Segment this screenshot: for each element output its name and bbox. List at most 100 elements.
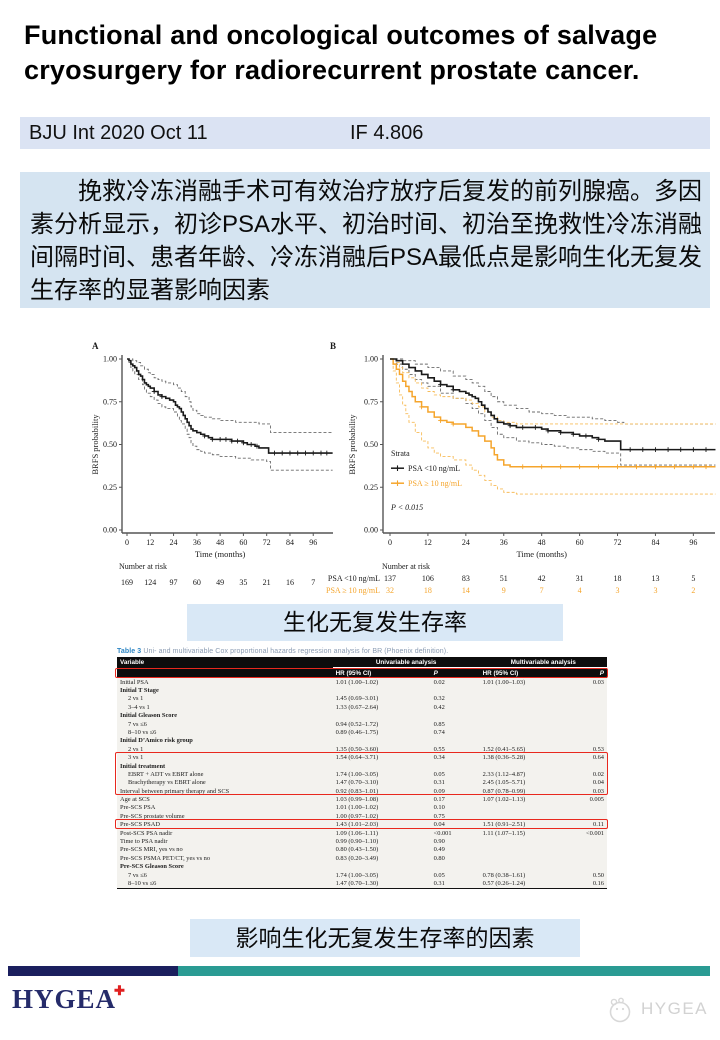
svg-text:Time (months): Time (months) [516,549,567,559]
svg-text:Number at risk: Number at risk [382,562,430,571]
table-row: Pre-SCS PSAD 1.43 (1.01–2.03) 0.04 1.51 (0.… [120,821,604,829]
svg-text:0: 0 [388,538,392,547]
svg-text:96: 96 [689,538,697,547]
svg-text:137: 137 [384,574,396,583]
cox-table-header: Variable Univariable analysis Multivaria… [117,657,607,678]
svg-text:0.75: 0.75 [103,397,117,406]
table-row: Pre-SCS PSMA PET/CT, yes vs no 0.83 (0.20… [120,854,445,862]
table-row: Post-SCS PSA nadir 1.09 (1.06–1.11) <0.001… [120,829,604,837]
svg-text:35: 35 [239,578,247,587]
table-row: Initial T Stage [120,686,159,694]
svg-text:13: 13 [651,574,659,583]
svg-text:24: 24 [462,538,470,547]
table3-title-rest: Uni- and multivariable Cox proportional … [141,648,449,655]
svg-text:P < 0.015: P < 0.015 [390,503,423,512]
svg-text:PSA <10 ng/mL: PSA <10 ng/mL [328,574,380,583]
table-row: 3–4 vs 1 1.33 (0.67–2.64) 0.42 [128,703,445,711]
hygea-watermark: HYGEA [605,995,707,1030]
svg-text:0.25: 0.25 [103,483,117,492]
table-row: 8–10 vs ≤6 0.89 (0.46–1.75) 0.74 [128,728,445,736]
svg-text:B: B [330,341,336,351]
hygea-watermark-icon [609,997,631,1023]
svg-text:42: 42 [538,574,546,583]
table-row: Time to PSA nadir 0.99 (0.90–1.10) 0.90 [120,838,445,846]
hygea-logo-text: HYGEA [12,984,117,1014]
svg-text:24: 24 [170,538,178,547]
svg-text:9: 9 [502,586,506,595]
impact-factor: IF 4.806 [350,122,424,144]
svg-text:16: 16 [286,578,294,587]
svg-text:0.25: 0.25 [364,483,378,492]
km-figure: A 1.00 0.75 0.50 0.25 0.00 0 12 24 36 48 60 72 84 96 Ti… [0,333,720,601]
table-row: 2 vs 1 1.45 (0.69–3.01) 0.32 [128,695,445,703]
col-uni-p: P [430,667,480,678]
svg-text:0.50: 0.50 [103,440,117,449]
svg-text:Number at risk: Number at risk [119,562,167,571]
svg-text:31: 31 [576,574,584,583]
hygea-watermark-text: HYGEA [641,999,709,1018]
svg-text:60: 60 [193,578,201,587]
svg-text:3: 3 [616,586,620,595]
table-row: 8–10 vs ≤6 1.47 (0.70–1.30) 0.31 0.57 (0.26… [128,879,604,887]
svg-text:169: 169 [121,578,133,587]
svg-text:A: A [92,341,99,351]
svg-text:2: 2 [691,586,695,595]
svg-text:124: 124 [144,578,156,587]
table-row: Pre-SCS Gleason Score [120,863,184,871]
svg-text:PSA <10 ng/mL: PSA <10 ng/mL [408,464,460,473]
table-row: Age at SCS 1.03 (0.99–1.08) 0.17 1.07 (1.02… [120,796,604,804]
svg-text:12: 12 [146,538,154,547]
table-row: Brachytherapy vs EBRT alone 1.47 (0.70–3.… [128,779,604,787]
svg-text:PSA ≥ 10 ng/mL: PSA ≥ 10 ng/mL [326,586,380,595]
svg-text:1.00: 1.00 [103,355,117,364]
table3-title-prefix: Table 3 [117,648,142,655]
red-cross-icon: ✚ [114,983,126,998]
km-panel-A: A 1.00 0.75 0.50 0.25 0.00 0 12 24 36 48 60 72 84 96 Ti… [90,341,333,587]
col-multivariable: Multivariable analysis [479,657,607,668]
table3-container: Table 3 Uni- and multivariable Cox propo… [115,648,608,889]
footer-bar-navy [8,966,178,976]
col-multi-hr: HR (95% CI) [479,667,573,678]
footer-bar-teal [178,966,710,976]
table-row: Initial Gleason Score [120,712,178,720]
svg-text:Strata: Strata [391,449,410,458]
table-row: 2 vs 1 1.35 (0.50–3.60) 0.55 1.52 (0.41–5.6… [128,745,604,753]
svg-text:Time (months): Time (months) [195,549,246,559]
svg-text:49: 49 [216,578,224,587]
svg-text:48: 48 [538,538,546,547]
svg-text:36: 36 [500,538,508,547]
journal-citation: BJU Int 2020 Oct 11 [29,122,208,144]
svg-text:7: 7 [540,586,544,595]
summary-text: 挽救冷冻消融手术可有效治疗放疗后复发的前列腺癌。多因 素分析显示，初诊PSA水平… [20,172,710,308]
svg-text:84: 84 [286,538,294,547]
svg-text:3: 3 [653,586,657,595]
svg-text:18: 18 [614,574,622,583]
col-uni-hr: HR (95% CI) [332,667,431,678]
svg-text:BRFS probability: BRFS probability [347,414,357,475]
table-row: Initial D’Amico risk group [120,737,193,745]
table-row: Interval between primary therapy and SCS… [120,787,604,795]
caption-figure: 生化无复发生存率 [187,604,563,641]
km-panel-B: B1.000.750.500.250.000 12 24 36 48 60 72 84 96Ti… [326,341,716,595]
svg-text:0.75: 0.75 [364,397,378,406]
table-row: 7 vs ≤6 0.94 (0.52–1.72) 0.85 [128,720,445,728]
table-row: Pre-SCS MRI, yes vs no 0.80 (0.43–1.50) 0.… [120,846,445,854]
svg-text:51: 51 [500,574,508,583]
col-variable: Variable [117,657,333,678]
svg-text:21: 21 [263,578,271,587]
table-row: 3 vs 1 1.54 (0.64–3.71) 0.34 1.38 (0.36–5.2… [128,754,604,762]
svg-text:BRFS probability: BRFS probability [90,414,100,475]
svg-text:36: 36 [193,538,201,547]
caption-table: 影响生化无复发生存率的因素 [190,919,580,957]
svg-text:12: 12 [424,538,432,547]
table-row: Initial treatment [120,762,166,770]
journal-bar: BJU Int 2020 Oct 11 IF 4.806 [20,117,710,149]
svg-text:60: 60 [576,538,584,547]
page-title: Functional and oncological outcomes of s… [24,20,658,85]
svg-text:48: 48 [216,538,224,547]
svg-text:106: 106 [422,574,434,583]
svg-text:14: 14 [462,586,470,595]
svg-text:1.00: 1.00 [364,355,378,364]
svg-text:7: 7 [311,578,315,587]
